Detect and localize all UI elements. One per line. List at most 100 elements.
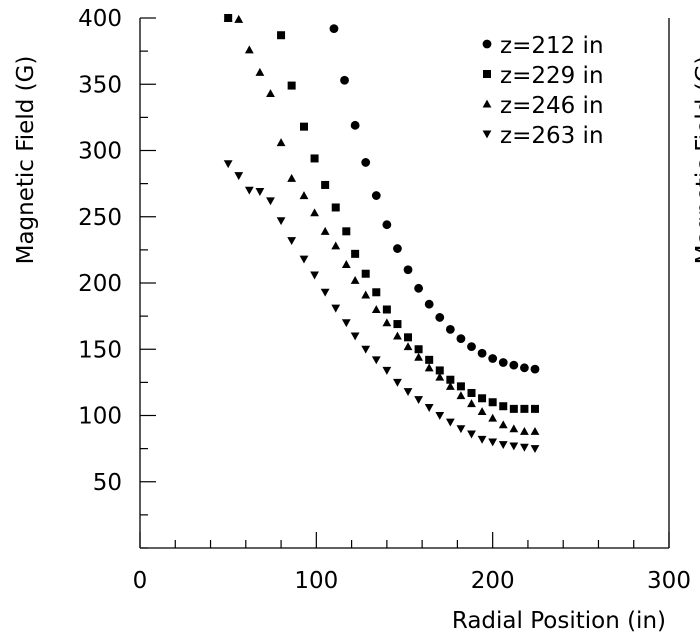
data-point (287, 237, 297, 245)
data-point (477, 407, 487, 416)
data-point (320, 226, 330, 235)
data-point (266, 197, 275, 206)
data-points (223, 13, 540, 454)
x-tick-label: 0 (133, 568, 148, 594)
data-point (371, 356, 381, 365)
data-point (223, 160, 233, 169)
data-point (255, 188, 265, 196)
data-point (530, 427, 540, 435)
legend-marker (482, 130, 492, 139)
data-point (393, 331, 402, 340)
data-point (456, 382, 465, 391)
data-point (414, 283, 424, 293)
data-point (498, 358, 508, 367)
data-point (424, 299, 434, 309)
data-point (520, 363, 529, 373)
y-tick-label: 400 (78, 6, 122, 32)
data-point (287, 81, 296, 90)
series-3 (223, 13, 540, 435)
data-point (488, 354, 498, 363)
data-point (341, 319, 351, 328)
y-tick-label: 300 (78, 139, 122, 165)
data-point (467, 399, 476, 408)
data-point (403, 388, 413, 397)
data-point (445, 418, 455, 427)
data-point (520, 404, 529, 413)
data-point (371, 305, 381, 314)
data-point (350, 275, 360, 284)
data-point (234, 172, 244, 181)
data-point (382, 366, 392, 375)
data-point (509, 404, 518, 413)
data-point (435, 313, 445, 322)
data-point (499, 402, 508, 411)
x-axis-title: Radial Position (in) (452, 608, 666, 634)
legend-marker (482, 99, 492, 108)
data-point (287, 173, 297, 182)
data-point (234, 14, 244, 23)
data-point (351, 249, 360, 258)
data-point (223, 13, 233, 22)
data-point (382, 220, 392, 230)
y-tick-label: 150 (78, 337, 122, 363)
y-axis: 50 100 150 200 250 300 350 400 (78, 6, 156, 549)
data-point (382, 305, 391, 314)
data-point (498, 420, 508, 429)
data-point (361, 269, 370, 278)
data-point (393, 320, 402, 329)
data-point (509, 360, 519, 370)
legend-label: z=229 in (500, 63, 604, 89)
data-point (276, 138, 286, 147)
data-point (488, 438, 498, 447)
data-point (276, 217, 286, 226)
data-point (350, 332, 360, 341)
data-point (509, 442, 519, 451)
data-point (445, 324, 455, 334)
series-1 (329, 24, 540, 374)
data-point (342, 227, 351, 236)
y-tick-label: 100 (78, 404, 122, 430)
data-point (361, 290, 371, 299)
data-point (361, 158, 371, 167)
data-point (509, 424, 519, 433)
data-point (403, 342, 413, 351)
data-point (477, 435, 487, 444)
data-point (255, 67, 265, 76)
legend: z=212 in z=229 in z=246 in z=263 in (482, 33, 604, 149)
data-point (329, 24, 339, 33)
data-point (498, 441, 508, 450)
data-point (456, 425, 466, 434)
data-point (477, 348, 487, 358)
data-point (244, 186, 254, 195)
data-point (393, 378, 402, 387)
data-point (520, 443, 529, 452)
data-point (488, 413, 498, 422)
x-tick-label: 100 (294, 568, 338, 594)
data-point (467, 430, 476, 439)
data-point (331, 241, 341, 250)
data-point (445, 381, 455, 390)
data-point (331, 304, 341, 313)
data-point (424, 363, 434, 372)
data-point (299, 191, 309, 200)
data-point (382, 318, 392, 327)
data-point (530, 404, 539, 413)
data-point (321, 180, 330, 189)
data-point (266, 89, 275, 98)
data-point (372, 288, 381, 297)
data-point (467, 342, 476, 351)
neighbor-y-axis-title-fragment: Magnetic Field (G) (692, 56, 700, 265)
data-point (424, 404, 434, 412)
data-point (341, 260, 351, 268)
x-tick-label: 300 (647, 568, 691, 594)
legend-label: z=246 in (500, 93, 604, 119)
data-point (277, 31, 286, 40)
data-point (340, 75, 349, 85)
data-point (488, 398, 497, 407)
data-point (456, 391, 466, 400)
y-axis-title: Magnetic Field (G) (13, 56, 39, 265)
data-point (425, 355, 434, 364)
data-point (310, 271, 319, 280)
data-point (446, 375, 455, 384)
